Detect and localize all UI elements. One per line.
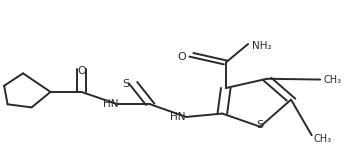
Text: CH₃: CH₃ [313,134,331,144]
Text: S: S [122,79,129,89]
Text: O: O [178,52,186,62]
Text: NH₂: NH₂ [252,41,271,51]
Text: O: O [77,66,86,76]
Text: S: S [256,120,264,130]
Text: CH₃: CH₃ [324,75,342,85]
Text: HN: HN [170,112,186,122]
Text: HN: HN [103,99,118,109]
